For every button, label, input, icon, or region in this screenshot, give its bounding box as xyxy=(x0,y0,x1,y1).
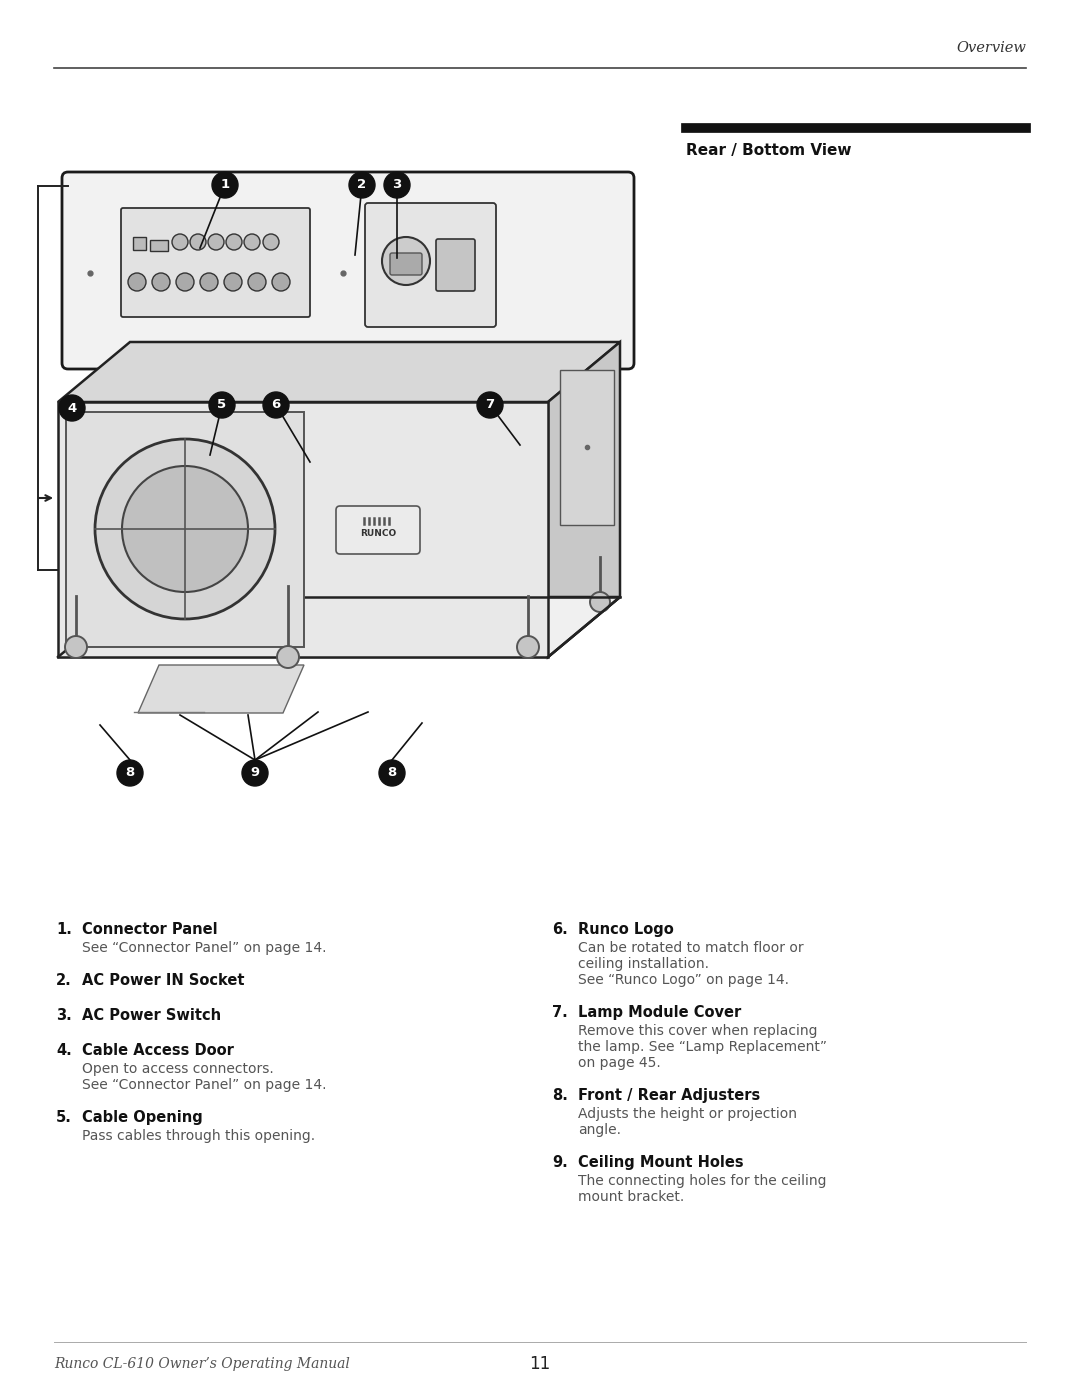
Circle shape xyxy=(210,393,235,418)
Text: mount bracket.: mount bracket. xyxy=(578,1190,685,1204)
FancyBboxPatch shape xyxy=(365,203,496,327)
Text: angle.: angle. xyxy=(578,1123,621,1137)
Text: 7.: 7. xyxy=(552,1004,568,1020)
Text: on page 45.: on page 45. xyxy=(578,1056,661,1070)
Circle shape xyxy=(208,235,224,250)
Circle shape xyxy=(176,272,194,291)
Circle shape xyxy=(172,235,188,250)
Text: 2.: 2. xyxy=(56,972,71,988)
Circle shape xyxy=(379,760,405,787)
Text: Pass cables through this opening.: Pass cables through this opening. xyxy=(82,1129,315,1143)
Text: Front / Rear Adjusters: Front / Rear Adjusters xyxy=(578,1088,760,1104)
Circle shape xyxy=(276,645,299,668)
Circle shape xyxy=(190,235,206,250)
Text: Can be rotated to match floor or: Can be rotated to match floor or xyxy=(578,942,804,956)
Bar xyxy=(133,237,146,250)
Polygon shape xyxy=(58,342,620,402)
Text: 4.: 4. xyxy=(56,1044,71,1058)
Text: RUNCO: RUNCO xyxy=(360,529,396,538)
Text: 9: 9 xyxy=(251,767,259,780)
FancyBboxPatch shape xyxy=(62,172,634,369)
FancyBboxPatch shape xyxy=(390,253,422,275)
Text: See “Runco Logo” on page 14.: See “Runco Logo” on page 14. xyxy=(578,972,789,988)
Circle shape xyxy=(152,272,170,291)
Text: Connector Panel: Connector Panel xyxy=(82,922,218,937)
Text: The connecting holes for the ceiling: The connecting holes for the ceiling xyxy=(578,1173,826,1187)
Text: 11: 11 xyxy=(529,1355,551,1373)
Text: 5: 5 xyxy=(217,398,227,412)
Text: 1.: 1. xyxy=(56,922,72,937)
FancyBboxPatch shape xyxy=(336,506,420,555)
Text: Cable Access Door: Cable Access Door xyxy=(82,1044,234,1058)
Bar xyxy=(561,370,615,525)
Circle shape xyxy=(200,272,218,291)
Circle shape xyxy=(242,760,268,787)
Text: 2: 2 xyxy=(357,179,366,191)
Polygon shape xyxy=(138,665,303,712)
Text: the lamp. See “Lamp Replacement”: the lamp. See “Lamp Replacement” xyxy=(578,1039,827,1053)
Bar xyxy=(66,412,303,647)
Circle shape xyxy=(248,272,266,291)
Circle shape xyxy=(212,172,238,198)
Text: See “Connector Panel” on page 14.: See “Connector Panel” on page 14. xyxy=(82,942,326,956)
Circle shape xyxy=(264,393,289,418)
Bar xyxy=(150,240,168,251)
Text: 8.: 8. xyxy=(552,1088,568,1104)
Circle shape xyxy=(117,760,143,787)
Text: Rear / Bottom View: Rear / Bottom View xyxy=(686,142,851,158)
Text: 6: 6 xyxy=(271,398,281,412)
Text: Runco Logo: Runco Logo xyxy=(578,922,674,937)
Text: 4: 4 xyxy=(67,401,77,415)
Text: 3: 3 xyxy=(392,179,402,191)
Text: Adjusts the height or projection: Adjusts the height or projection xyxy=(578,1106,797,1120)
Circle shape xyxy=(129,272,146,291)
Circle shape xyxy=(132,592,152,612)
Text: 3.: 3. xyxy=(56,1009,71,1023)
Circle shape xyxy=(477,393,503,418)
Text: 7: 7 xyxy=(485,398,495,412)
Circle shape xyxy=(244,235,260,250)
Text: 8: 8 xyxy=(125,767,135,780)
Text: 9.: 9. xyxy=(552,1155,568,1171)
Text: 1: 1 xyxy=(220,179,230,191)
Circle shape xyxy=(95,439,275,619)
Polygon shape xyxy=(548,342,620,657)
Text: Remove this cover when replacing: Remove this cover when replacing xyxy=(578,1024,818,1038)
Text: AC Power IN Socket: AC Power IN Socket xyxy=(82,972,244,988)
Circle shape xyxy=(272,272,291,291)
Text: See “Connector Panel” on page 14.: See “Connector Panel” on page 14. xyxy=(82,1078,326,1092)
Text: Lamp Module Cover: Lamp Module Cover xyxy=(578,1004,741,1020)
Text: ceiling installation.: ceiling installation. xyxy=(578,957,708,971)
Text: 6.: 6. xyxy=(552,922,568,937)
Circle shape xyxy=(122,467,248,592)
FancyBboxPatch shape xyxy=(121,208,310,317)
Text: Runco CL-610 Owner’s Operating Manual: Runco CL-610 Owner’s Operating Manual xyxy=(54,1356,350,1370)
Text: AC Power Switch: AC Power Switch xyxy=(82,1009,221,1023)
FancyBboxPatch shape xyxy=(436,239,475,291)
Text: Overview: Overview xyxy=(956,41,1026,54)
Text: 8: 8 xyxy=(388,767,396,780)
Circle shape xyxy=(590,592,610,612)
Circle shape xyxy=(384,172,410,198)
Circle shape xyxy=(59,395,85,420)
Circle shape xyxy=(65,636,87,658)
Polygon shape xyxy=(58,597,620,657)
Circle shape xyxy=(224,272,242,291)
Polygon shape xyxy=(58,402,548,657)
Circle shape xyxy=(226,235,242,250)
Circle shape xyxy=(264,235,279,250)
Circle shape xyxy=(382,237,430,285)
Text: Ceiling Mount Holes: Ceiling Mount Holes xyxy=(578,1155,744,1171)
Circle shape xyxy=(517,636,539,658)
Text: Cable Opening: Cable Opening xyxy=(82,1111,203,1125)
Text: Open to access connectors.: Open to access connectors. xyxy=(82,1062,273,1076)
Circle shape xyxy=(349,172,375,198)
Text: 5.: 5. xyxy=(56,1111,72,1125)
